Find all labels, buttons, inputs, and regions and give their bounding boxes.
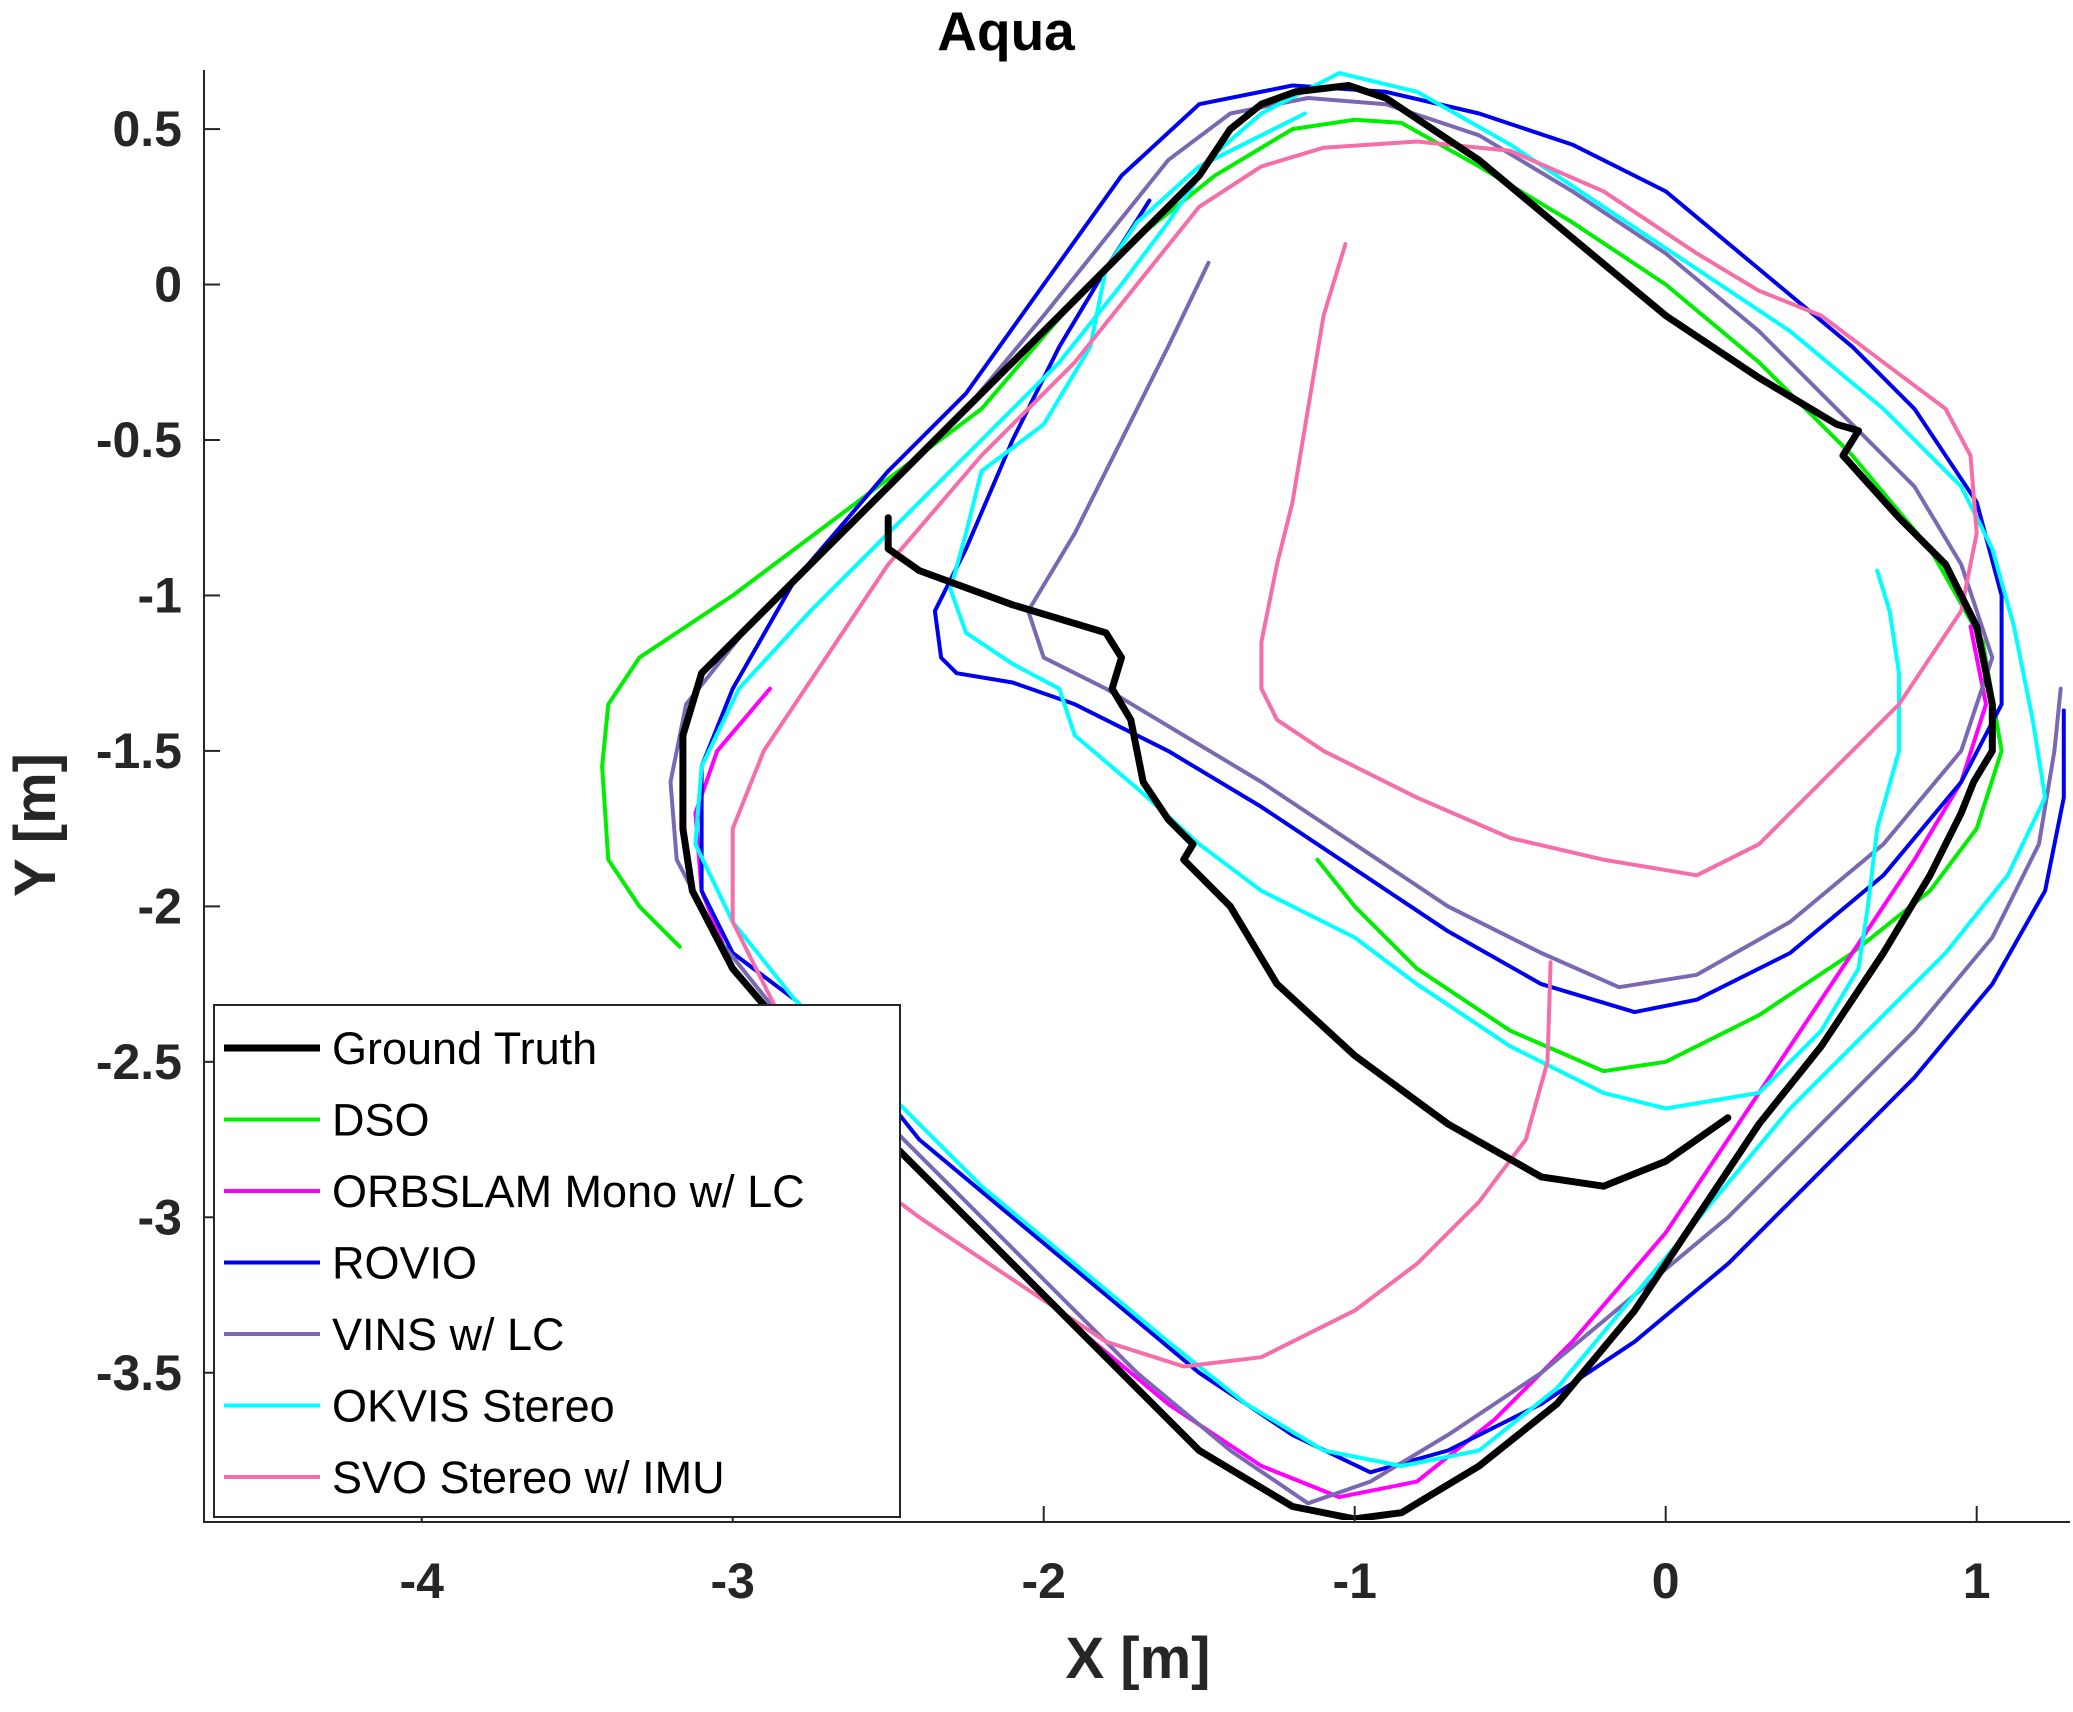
y-axis-title: Y [m] <box>3 753 68 897</box>
legend-label: ROVIO <box>332 1238 477 1289</box>
y-tick-label: -3 <box>138 1189 182 1245</box>
legend-item-orbslam-mono-w-lc: ORBSLAM Mono w/ LC <box>224 1166 805 1217</box>
y-tick-label: -1.5 <box>96 723 182 779</box>
legend-label: Ground Truth <box>332 1023 597 1074</box>
series-line-dso <box>600 117 2004 1074</box>
x-tick-label: 0 <box>1652 1553 1680 1609</box>
legend: Ground Truth DSO ORBSLAM Mono w/ LC ROVIO VI… <box>213 1004 901 1518</box>
legend-label: OKVIS Stereo <box>332 1381 615 1432</box>
plot-area <box>600 71 2066 1520</box>
series-line-svo-stereo-w-imu <box>730 139 1979 1018</box>
legend-item-svo-stereo-w-imu: SVO Stereo w/ IMU <box>224 1452 725 1503</box>
x-axis-title: X [m] <box>1066 1626 1211 1691</box>
x-tick-label: -4 <box>399 1553 444 1609</box>
legend-item-rovio: ROVIO <box>224 1238 477 1289</box>
x-tick-label: -3 <box>710 1553 754 1609</box>
legend-item-vins-w-lc: VINS w/ LC <box>224 1309 565 1360</box>
x-tick-label: -1 <box>1332 1553 1376 1609</box>
y-tick-label: -3.5 <box>96 1345 182 1401</box>
legend-item-ground-truth: Ground Truth <box>224 1023 597 1074</box>
y-tick-label: -2.5 <box>96 1034 182 1090</box>
y-tick-label: -2 <box>138 878 182 934</box>
series-line-ground-truth <box>884 514 1732 1190</box>
series-line-vins-w-lc <box>668 96 2063 1506</box>
y-tick-label: -1 <box>138 567 182 623</box>
axes <box>203 70 2070 1523</box>
legend-label: DSO <box>332 1095 430 1146</box>
legend-item-dso: DSO <box>224 1095 430 1146</box>
series-line-ground-truth <box>679 82 1996 1520</box>
series-line-svo-stereo-w-imu <box>855 960 1553 1369</box>
series-line-okvis-stereo <box>693 71 2048 1468</box>
legend-item-okvis-stereo: OKVIS Stereo <box>224 1381 615 1432</box>
series-line-okvis-stereo <box>948 111 1901 1111</box>
legend-label: VINS w/ LC <box>332 1309 565 1360</box>
y-tick-label: -0.5 <box>96 412 182 468</box>
y-tick-label: 0.5 <box>112 101 182 157</box>
legend-label: SVO Stereo w/ IMU <box>332 1452 725 1503</box>
x-tick-label: 1 <box>1963 1553 1991 1609</box>
legend-label: ORBSLAM Mono w/ LC <box>332 1166 805 1217</box>
chart-title: Aqua <box>937 0 1075 62</box>
legend-box <box>213 1004 901 1518</box>
x-tick-label: -2 <box>1021 1553 1065 1609</box>
y-ticks: 0.5 0 -0.5 -1 -1.5 -2 -2.5 -3 -3.5 <box>96 101 220 1401</box>
y-tick-label: 0 <box>154 257 182 313</box>
